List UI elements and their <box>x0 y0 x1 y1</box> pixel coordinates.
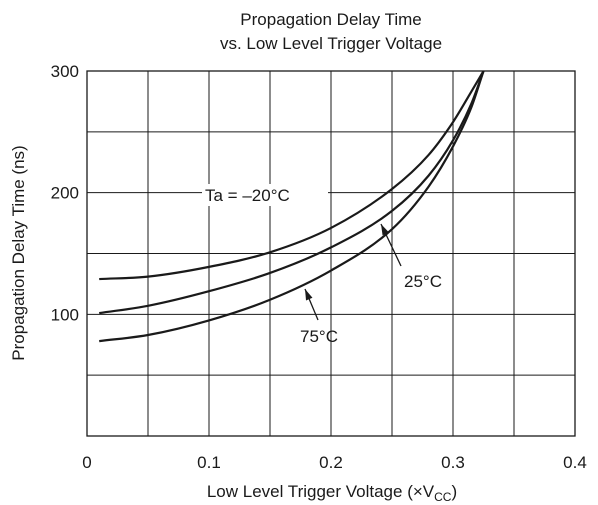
chart-title-line1: Propagation Delay Time <box>240 10 421 29</box>
x-axis-label: Low Level Trigger Voltage (×VCC) <box>207 482 457 504</box>
y-tick-label: 100 <box>51 305 79 324</box>
x-axis-label-subscript: CC <box>434 490 452 504</box>
annotations: Ta = –20°C 25°C 75°C <box>202 184 442 346</box>
y-axis-label: Propagation Delay Time (ns) <box>9 145 28 360</box>
chart-title-line2: vs. Low Level Trigger Voltage <box>220 34 442 53</box>
annotation-25c: 25°C <box>404 272 442 291</box>
annotation-background <box>202 184 328 206</box>
annotation-75c-arrowhead <box>305 289 313 301</box>
x-tick-label: 0.1 <box>197 453 221 472</box>
tick-labels: 0 0.1 0.2 0.3 0.4 100 200 300 <box>51 62 587 472</box>
x-tick-label: 0.4 <box>563 453 587 472</box>
y-tick-label: 300 <box>51 62 79 81</box>
series-line-2 <box>99 70 485 315</box>
annotation-ta-minus-20c: Ta = –20°C <box>205 186 290 205</box>
data-curves <box>99 70 485 343</box>
x-tick-label: 0.3 <box>441 453 465 472</box>
x-axis-label-main: Low Level Trigger Voltage (×V <box>207 482 435 501</box>
plot-frame <box>86 70 576 437</box>
x-axis-label-close: ) <box>451 482 457 501</box>
annotation-75c: 75°C <box>300 327 338 346</box>
y-tick-label: 200 <box>51 184 79 203</box>
x-tick-label: 0 <box>82 453 91 472</box>
x-tick-label: 0.2 <box>319 453 343 472</box>
annotation-25c-arrowhead <box>381 224 389 236</box>
gridlines <box>87 71 575 436</box>
series-line-3 <box>99 70 485 343</box>
series-line-1 <box>99 70 485 281</box>
